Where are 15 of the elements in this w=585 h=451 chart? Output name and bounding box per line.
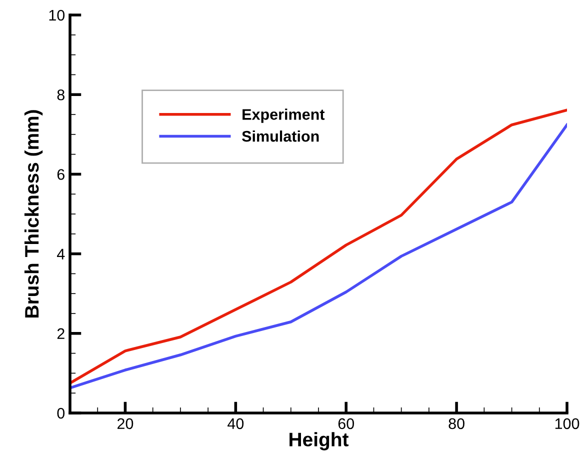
legend-label: Experiment — [242, 108, 325, 123]
x-axis-title: Height — [290, 432, 349, 450]
y-axis-title: Brush Thickness (mm) — [24, 110, 43, 318]
x-tick-label: 100 — [555, 418, 580, 430]
y-tick-label: 6 — [57, 169, 64, 180]
y-tick-label: 10 — [49, 10, 65, 21]
x-tick-label: 40 — [228, 418, 244, 430]
x-tick-label: 80 — [448, 418, 464, 430]
y-tick-label: 4 — [56, 248, 65, 260]
y-tick-label: 0 — [57, 408, 65, 419]
x-tick-label: 60 — [338, 418, 354, 430]
y-tick-label: 2 — [57, 328, 64, 339]
x-tick-label: 20 — [117, 418, 134, 430]
legend-label: Simulation — [242, 130, 319, 142]
y-tick-label: 8 — [57, 89, 64, 100]
